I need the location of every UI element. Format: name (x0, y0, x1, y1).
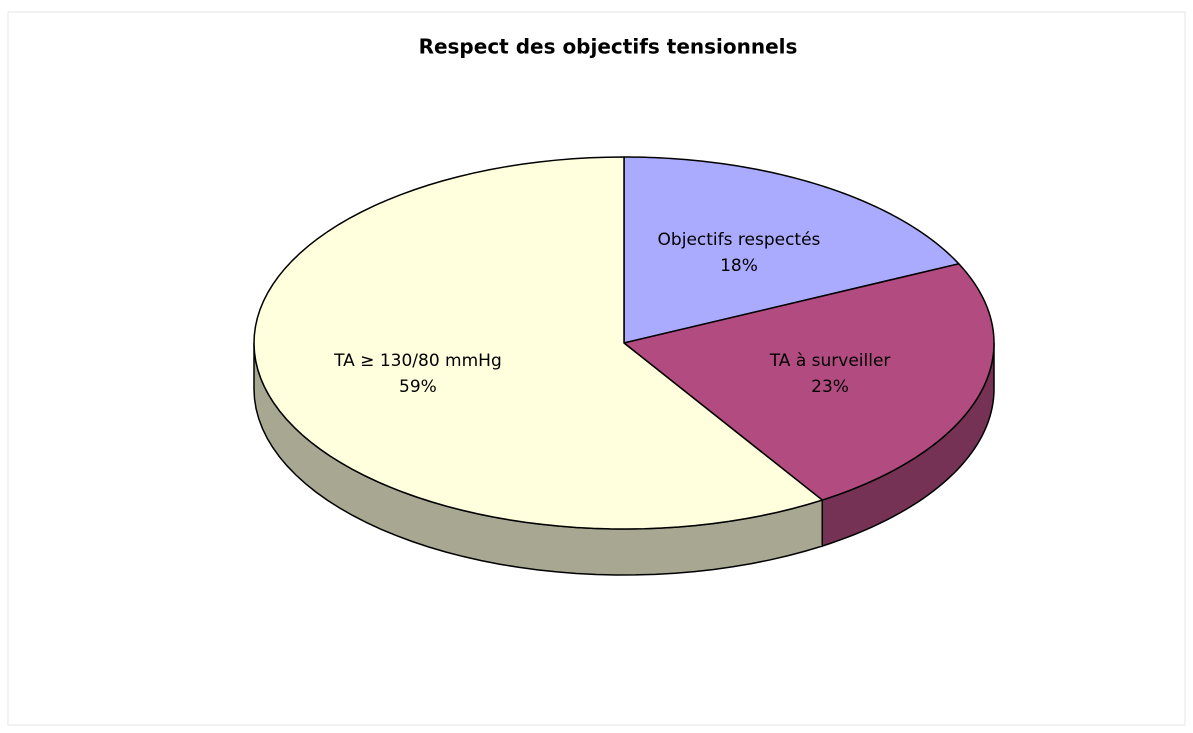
pie-slice (253, 156, 824, 530)
slice-label: TA ≥ 130/80 mmHg (333, 351, 502, 371)
pie-slice (623, 263, 995, 501)
chart-title: Respect des objectifs tensionnels (419, 35, 798, 59)
slice-value-label: 59% (399, 377, 437, 397)
slice-label: TA à surveiller (769, 351, 891, 371)
pie-slice (623, 156, 960, 344)
slice-value-label: 18% (720, 256, 758, 276)
slice-label: Objectifs respectés (658, 230, 821, 250)
slice-value-label: 23% (811, 377, 849, 397)
